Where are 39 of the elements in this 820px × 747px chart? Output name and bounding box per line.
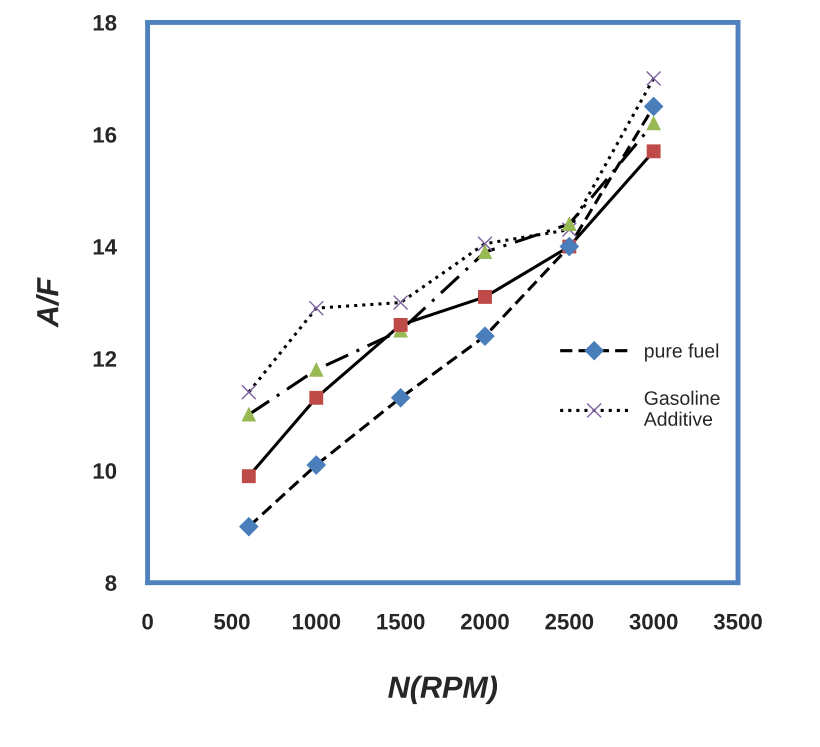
y-tick-label: 12 <box>94 351 116 367</box>
x-tick-label: 1500 <box>377 614 424 630</box>
x-tick-label: 500 <box>214 614 250 630</box>
x-tick-label: 3500 <box>714 614 762 630</box>
point <box>394 318 408 332</box>
x-tick-label: 2000 <box>461 614 509 630</box>
point <box>391 388 410 408</box>
point <box>646 144 661 158</box>
point <box>478 245 492 260</box>
point <box>309 362 324 377</box>
x-tick-label: 3000 <box>629 614 678 630</box>
y-tick-label: 14 <box>94 239 117 255</box>
point <box>308 300 324 316</box>
x-axis-title: N(RPM) <box>388 676 498 704</box>
y-tick-label: 8 <box>105 575 116 591</box>
point <box>309 390 324 405</box>
legend-label: Gasoline Additive <box>644 390 720 426</box>
point <box>560 236 579 256</box>
y-tick-label: 10 <box>94 463 116 479</box>
point <box>242 408 256 422</box>
point <box>239 517 258 536</box>
y-tick-label: 16 <box>94 126 116 143</box>
y-axis-title: A/F <box>36 277 59 328</box>
point <box>478 290 492 304</box>
x-tick-label: 1000 <box>292 614 340 630</box>
x-tick-label: 0 <box>142 614 153 630</box>
x-tick-label: 2500 <box>545 614 594 630</box>
point <box>644 96 664 116</box>
point <box>646 116 661 130</box>
point <box>562 217 576 232</box>
point <box>241 384 256 400</box>
legend-label: pure fuel <box>645 343 718 362</box>
point <box>306 455 326 475</box>
point <box>646 70 662 86</box>
point <box>392 294 408 310</box>
y-tick-label: 18 <box>94 14 116 31</box>
point <box>475 326 495 346</box>
point <box>477 236 493 252</box>
point <box>242 469 256 484</box>
